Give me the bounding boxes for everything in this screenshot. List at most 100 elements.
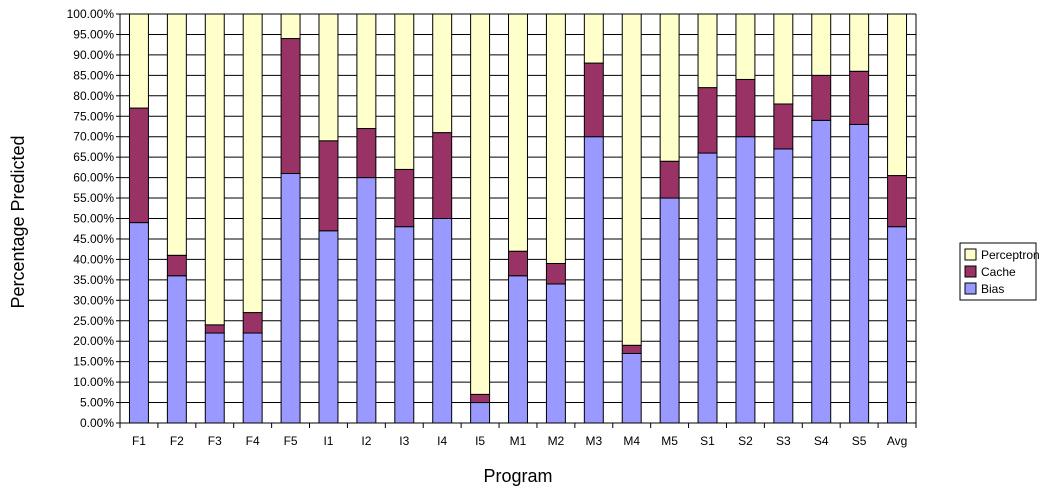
y-tick-label: 60.00% bbox=[73, 171, 114, 185]
legend-swatch-perceptron bbox=[964, 248, 977, 261]
y-tick-label: 0.00% bbox=[80, 416, 114, 430]
bar-segment-bias bbox=[849, 123, 870, 424]
x-tick-label: F1 bbox=[132, 434, 146, 448]
bar-segment-cache bbox=[887, 175, 908, 228]
bar-segment-perceptron bbox=[470, 13, 491, 395]
bar-segment-perceptron bbox=[166, 13, 187, 256]
legend-swatch-cache bbox=[964, 265, 977, 278]
x-tick-label: S4 bbox=[814, 434, 829, 448]
x-tick-label: M5 bbox=[661, 434, 678, 448]
bar-segment-perceptron bbox=[849, 13, 870, 72]
x-tick-label: S5 bbox=[852, 434, 867, 448]
legend-swatch-bias bbox=[964, 282, 977, 295]
bar-segment-perceptron bbox=[318, 13, 339, 142]
legend-label-bias: Bias bbox=[981, 282, 1004, 296]
y-tick-label: 90.00% bbox=[73, 48, 114, 62]
bar-segment-bias bbox=[470, 402, 491, 424]
x-tick-label: I4 bbox=[437, 434, 447, 448]
y-tick-label: 85.00% bbox=[73, 68, 114, 82]
y-tick-label: 20.00% bbox=[73, 334, 114, 348]
y-tick-label: 30.00% bbox=[73, 293, 114, 307]
x-tick-label: M2 bbox=[548, 434, 565, 448]
bar-segment-cache bbox=[659, 160, 680, 199]
y-tick-label: 95.00% bbox=[73, 27, 114, 41]
bar-segment-perceptron bbox=[697, 13, 718, 89]
bar-segment-cache bbox=[773, 103, 794, 150]
y-tick-label: 40.00% bbox=[73, 252, 114, 266]
bar-segment-cache bbox=[128, 107, 149, 224]
legend: Perceptron Cache Bias bbox=[959, 242, 1040, 301]
x-tick-label: I1 bbox=[323, 434, 333, 448]
bar-segment-perceptron bbox=[887, 13, 908, 177]
bar-segment-cache bbox=[280, 38, 301, 175]
bar-segment-cache bbox=[545, 262, 566, 285]
y-tick-label: 70.00% bbox=[73, 130, 114, 144]
bar-segment-perceptron bbox=[356, 13, 377, 130]
bar-segment-bias bbox=[545, 283, 566, 424]
bar-segment-cache bbox=[811, 74, 832, 121]
bar-segment-perceptron bbox=[621, 13, 642, 346]
bar-segment-bias bbox=[318, 230, 339, 424]
x-axis-ticks: F1 F2 F3 F4 F5 I1 I2 I3 I4 I5 M1 M2 M3 M4 M5 S1 S2 S3 S4 S5… bbox=[119, 423, 917, 448]
bar-segment-cache bbox=[621, 344, 642, 354]
bar-segment-perceptron bbox=[735, 13, 756, 80]
x-tick-label: I2 bbox=[361, 434, 371, 448]
bar-segment-cache bbox=[849, 70, 870, 125]
y-tick-label: 50.00% bbox=[73, 212, 114, 226]
bar-segment-perceptron bbox=[773, 13, 794, 105]
bar-segment-perceptron bbox=[545, 13, 566, 264]
x-tick-label: F4 bbox=[246, 434, 260, 448]
bar-segment-perceptron bbox=[242, 13, 263, 314]
bar-segment-bias bbox=[887, 226, 908, 424]
bar-segment-perceptron bbox=[811, 13, 832, 76]
bar-segment-cache bbox=[356, 128, 377, 179]
bar-segment-cache bbox=[470, 393, 491, 404]
bar-segment-cache bbox=[242, 312, 263, 334]
x-tick-label: F3 bbox=[208, 434, 222, 448]
y-tick-label: 65.00% bbox=[73, 150, 114, 164]
bar-segment-bias bbox=[621, 352, 642, 424]
bar-segment-bias bbox=[735, 136, 756, 424]
bar-segment-cache bbox=[204, 324, 225, 334]
y-tick-label: 75.00% bbox=[73, 109, 114, 123]
y-tick-label: 80.00% bbox=[73, 89, 114, 103]
x-tick-label: Avg bbox=[887, 434, 907, 448]
bar-segment-cache bbox=[508, 250, 528, 277]
y-axis-title: Percentage Predicted bbox=[8, 135, 28, 308]
bar-segment-bias bbox=[166, 275, 187, 424]
x-axis-title: Program bbox=[483, 466, 552, 486]
bar-segment-perceptron bbox=[204, 13, 225, 326]
bar-segment-perceptron bbox=[394, 13, 415, 170]
x-tick-label: M1 bbox=[510, 434, 527, 448]
y-tick-label: 35.00% bbox=[73, 273, 114, 287]
x-tick-label: F2 bbox=[170, 434, 184, 448]
bar-segment-perceptron bbox=[128, 13, 149, 109]
bar-segment-cache bbox=[318, 140, 339, 232]
bar-segment-bias bbox=[280, 173, 301, 424]
bar-segment-perceptron bbox=[659, 13, 680, 162]
x-tick-label: I3 bbox=[399, 434, 409, 448]
bar-segment-cache bbox=[166, 254, 187, 277]
x-tick-label: M4 bbox=[623, 434, 640, 448]
x-tick-label: I5 bbox=[475, 434, 485, 448]
legend-label-cache: Cache bbox=[981, 265, 1016, 279]
y-tick-label: 25.00% bbox=[73, 314, 114, 328]
x-tick-label: S3 bbox=[776, 434, 791, 448]
bar-segment-bias bbox=[811, 119, 832, 424]
x-tick-label: F5 bbox=[284, 434, 298, 448]
bar-segment-bias bbox=[204, 332, 225, 424]
x-tick-label: M3 bbox=[585, 434, 602, 448]
bar-segment-perceptron bbox=[583, 13, 604, 64]
bar-segment-bias bbox=[432, 218, 453, 424]
bar-segment-perceptron bbox=[508, 13, 528, 252]
bar-segment-bias bbox=[128, 222, 149, 424]
bar-segment-bias bbox=[697, 152, 718, 424]
bar-segment-cache bbox=[735, 78, 756, 138]
bar-segment-bias bbox=[242, 332, 263, 424]
bar-segment-bias bbox=[773, 148, 794, 424]
y-tick-label: 5.00% bbox=[80, 396, 114, 410]
x-tick-label: S1 bbox=[700, 434, 715, 448]
bar-segment-bias bbox=[583, 136, 604, 424]
bar-segment-cache bbox=[394, 168, 415, 228]
